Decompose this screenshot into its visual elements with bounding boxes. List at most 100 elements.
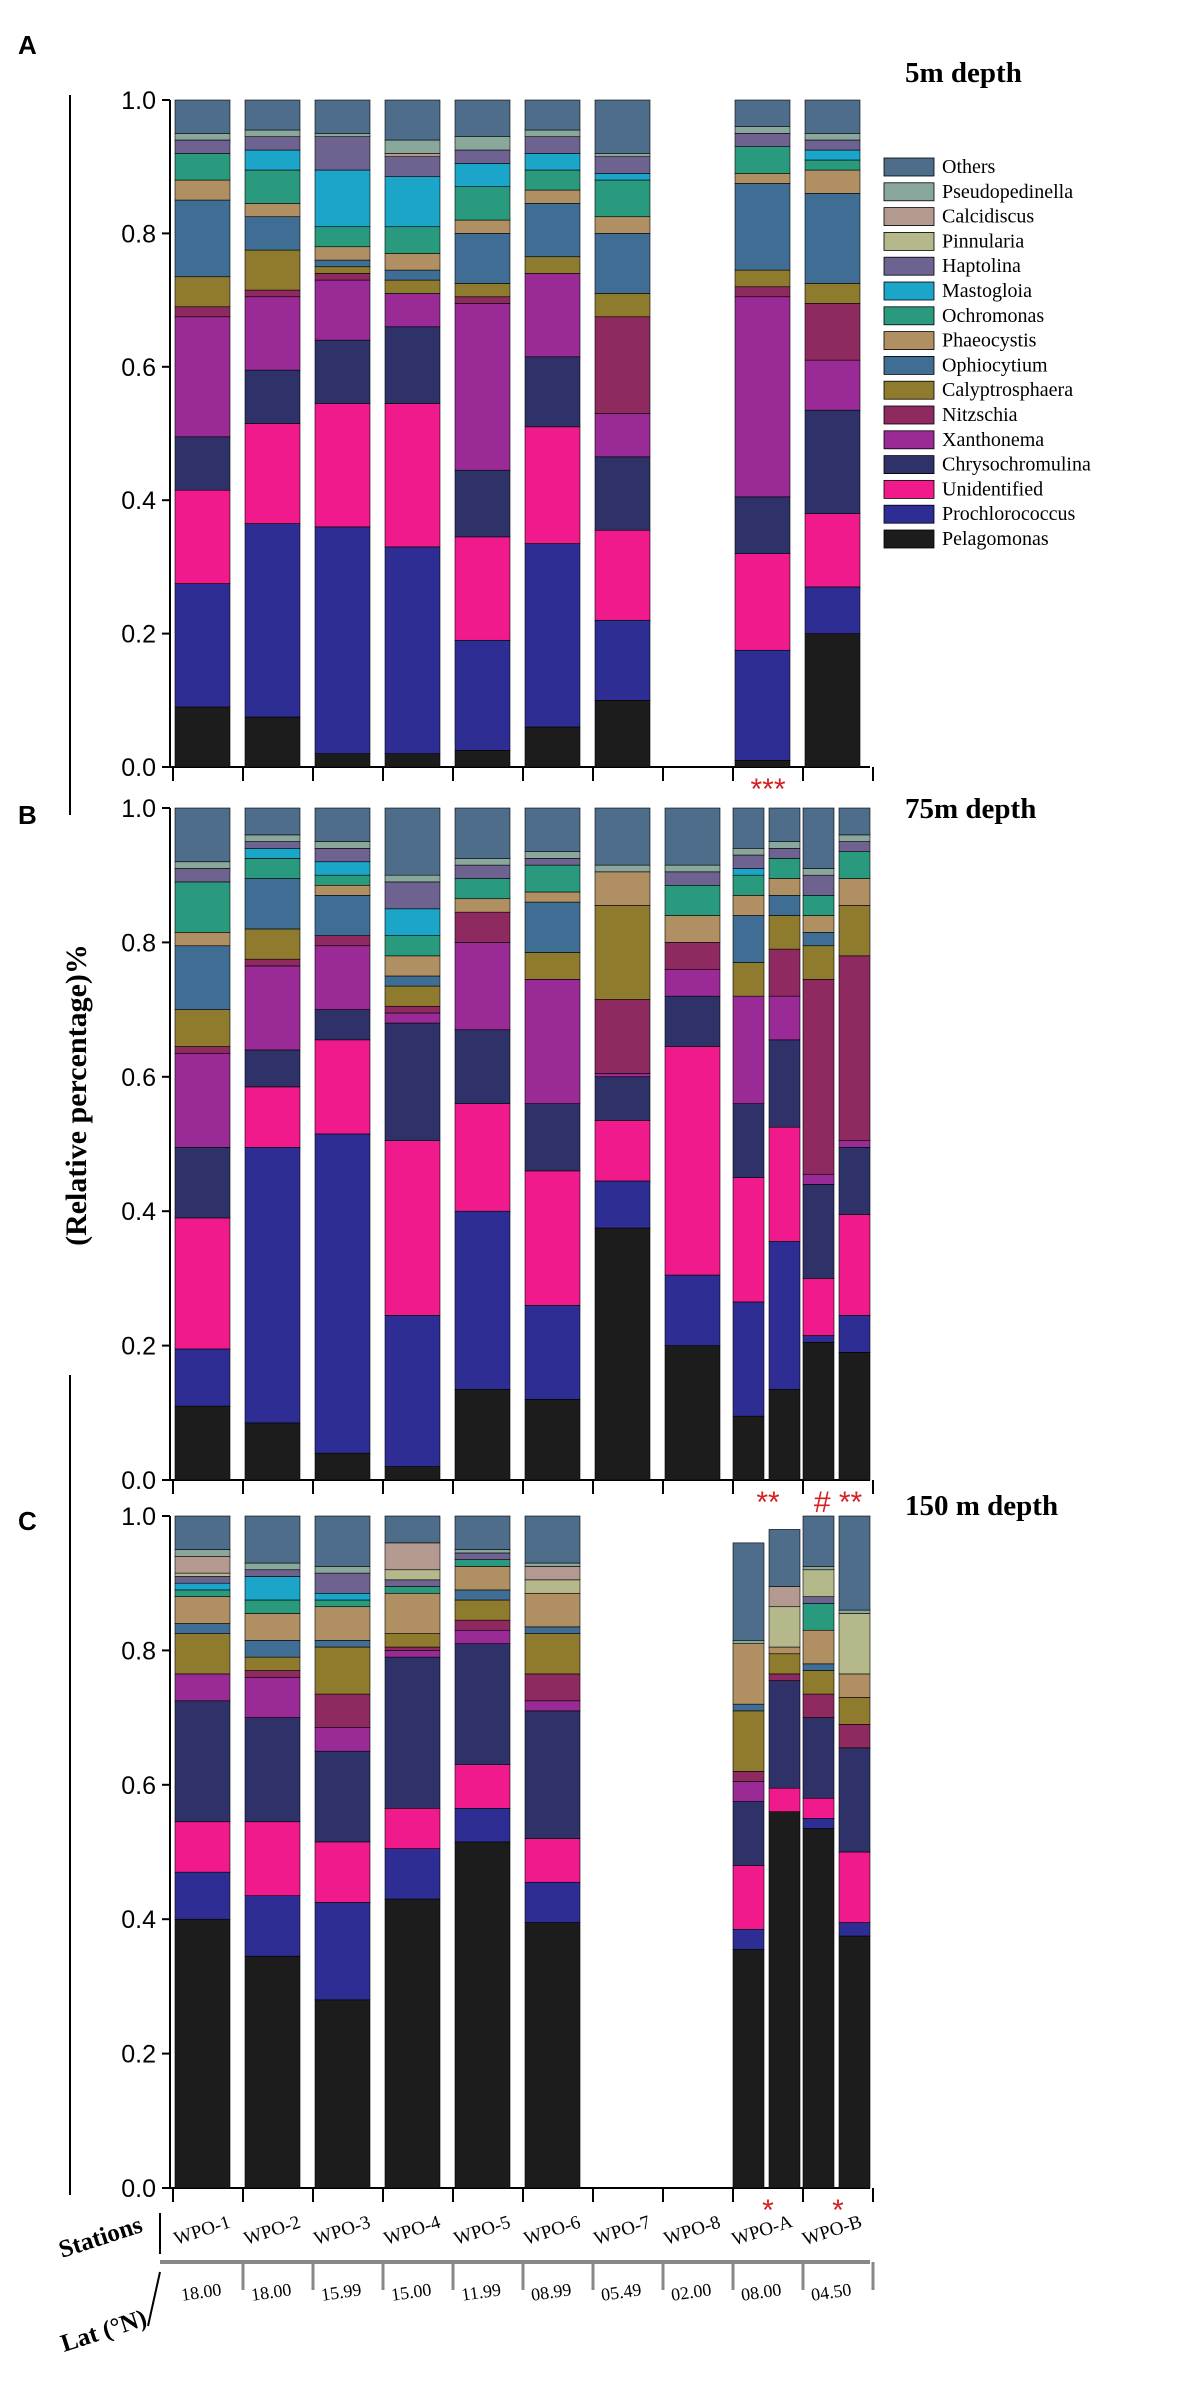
- bar-segment-phaeocystis: [314, 246, 371, 261]
- lat-row-title: Lat (°N): [58, 2305, 150, 2358]
- bar-segment-unidentified: [768, 1787, 801, 1812]
- bar-segment-prochlorococcus: [768, 1241, 801, 1390]
- bar-segment-prochlorococcus: [594, 619, 651, 701]
- y-tick-label: 0.4: [121, 1198, 156, 1226]
- y-tick-label: 0.8: [121, 220, 156, 248]
- bar-segment-chrysochromulina: [244, 369, 301, 424]
- bar-segment-mastogloia: [524, 153, 581, 171]
- legend-item-nitzschia: Nitzschia: [883, 404, 1018, 426]
- bar-segment-calyptrosphaera: [838, 905, 871, 957]
- bar-segment-phaeocystis: [524, 891, 581, 903]
- y-tick-label: 0.6: [121, 1772, 156, 1800]
- bar-segment-calyptrosphaera: [384, 1633, 441, 1648]
- bar-segment-pseudopedinella: [314, 841, 371, 849]
- legend-swatch: [883, 281, 935, 301]
- bar-segment-pelagomonas: [314, 753, 371, 768]
- bar-segment-others: [768, 1529, 801, 1587]
- bar-segment-chrysochromulina: [174, 436, 231, 491]
- bar-segment-ochromonas: [454, 878, 511, 900]
- bar-segment-prochlorococcus: [454, 1808, 511, 1843]
- bar-segment-unidentified: [838, 1851, 871, 1923]
- bar-wpo-4: [384, 807, 441, 1481]
- bar-segment-pseudopedinella: [524, 1562, 581, 1567]
- legend-label: Ochromonas: [942, 305, 1044, 327]
- y-tick-label: 0.2: [121, 1333, 156, 1361]
- bar-segment-ophiocytium: [244, 1640, 301, 1658]
- bar-wpo-2: [244, 1515, 301, 2189]
- bar-segment-prochlorococcus: [244, 523, 301, 718]
- bar-segment-haptolina: [524, 858, 581, 866]
- bar-segment-nitzschia: [664, 942, 721, 970]
- bar-segment-pseudopedinella: [838, 834, 871, 842]
- y-tick-label: 0.8: [121, 1637, 156, 1665]
- bar-segment-unidentified: [802, 1797, 835, 1819]
- bar-segment-pseudopedinella: [664, 864, 721, 873]
- bar-segment-phaeocystis: [838, 878, 871, 906]
- lat-label-wpo-3: 15.99: [320, 2279, 363, 2304]
- bar-segment-ochromonas: [244, 858, 301, 879]
- bar-segment-ochromonas: [454, 186, 511, 221]
- bar-segment-phaeocystis: [524, 189, 581, 204]
- station-label-wpo-4: WPO-4: [381, 2212, 443, 2250]
- bar-segment-others: [838, 1515, 871, 1611]
- bar-segment-mastogloia: [732, 868, 765, 876]
- legend-item-xanthonema: Xanthonema: [883, 429, 1044, 451]
- bar-segment-pelagomonas: [594, 699, 651, 768]
- bar-segment-prochlorococcus: [838, 1315, 871, 1353]
- bar-segment-nitzschia: [454, 1619, 511, 1631]
- bar-segment-pelagomonas: [802, 1341, 835, 1481]
- bar-segment-calyptrosphaera: [454, 1599, 511, 1621]
- panel-letter-b: B: [18, 800, 37, 830]
- bar-segment-chrysochromulina: [384, 1022, 441, 1141]
- bar-segment-calyptrosphaera: [244, 928, 301, 960]
- bar-segment-pseudopedinella: [384, 139, 441, 154]
- bar-segment-others: [524, 807, 581, 852]
- bar-segment-haptolina: [524, 136, 581, 154]
- bar-segment-calyptrosphaera: [174, 1633, 231, 1675]
- bar-segment-chrysochromulina: [734, 496, 791, 554]
- bar-segment-chrysochromulina: [838, 1147, 871, 1215]
- bar-segment-others: [664, 807, 721, 866]
- bar-segment-unidentified: [594, 529, 651, 621]
- bar-segment-ophiocytium: [244, 216, 301, 251]
- bar-segment-haptolina: [174, 1576, 231, 1584]
- bar-segment-xanthonema: [314, 945, 371, 1010]
- bar-segment-pelagomonas: [732, 1415, 765, 1481]
- bar-segment-prochlorococcus: [174, 1871, 231, 1920]
- bar-segment-pelagomonas: [524, 726, 581, 768]
- bar-segment-pelagomonas: [664, 1345, 721, 1481]
- bar-segment-haptolina: [384, 1579, 441, 1587]
- bar-segment-mastogloia: [244, 848, 301, 859]
- bar-segment-pelagomonas: [384, 1466, 441, 1481]
- bar-segment-ophiocytium: [524, 901, 581, 953]
- bar-wpo-5: [454, 99, 511, 768]
- bar-segment-pseudopedinella: [734, 126, 791, 134]
- bar-segment-unidentified: [454, 536, 511, 641]
- y-tick-label: 0.6: [121, 354, 156, 382]
- bar-segment-phaeocystis: [174, 932, 231, 947]
- bar-segment-calyptrosphaera: [314, 266, 371, 274]
- lat-label-wpo-b: 04.50: [810, 2279, 853, 2304]
- bar-segment-xanthonema: [174, 316, 231, 438]
- bar-segment-nitzschia: [594, 999, 651, 1074]
- bar-wpo-4: [384, 99, 441, 768]
- bar-segment-nitzschia: [838, 955, 871, 1141]
- stations-row-title: Stations: [56, 2211, 147, 2263]
- bar-segment-chrysochromulina: [802, 1184, 835, 1279]
- bar-segment-others: [384, 99, 441, 141]
- bar-segment-calyptrosphaera: [244, 1656, 301, 1671]
- bar-segment-ochromonas: [768, 858, 801, 879]
- legend-label: Phaeocystis: [942, 330, 1037, 352]
- bar-segment-prochlorococcus: [524, 543, 581, 728]
- bar-segment-chrysochromulina: [664, 995, 721, 1047]
- bar-segment-ochromonas: [384, 935, 441, 957]
- legend: Others Pseudopedinella CalcidiscusPinnular…: [883, 156, 1091, 550]
- bar-segment-unidentified: [768, 1126, 801, 1242]
- bar-segment-pinnularia: [802, 1569, 835, 1597]
- legend-item-unidentified: Unidentified: [883, 478, 1043, 500]
- legend-item-mastogloia: Mastogloia: [883, 280, 1032, 302]
- y-tick-label: 0.4: [121, 1906, 156, 1934]
- bar-segment-chrysochromulina: [454, 1643, 511, 1765]
- bar-wpo-2: [244, 99, 301, 768]
- bar-segment-chrysochromulina: [524, 1103, 581, 1172]
